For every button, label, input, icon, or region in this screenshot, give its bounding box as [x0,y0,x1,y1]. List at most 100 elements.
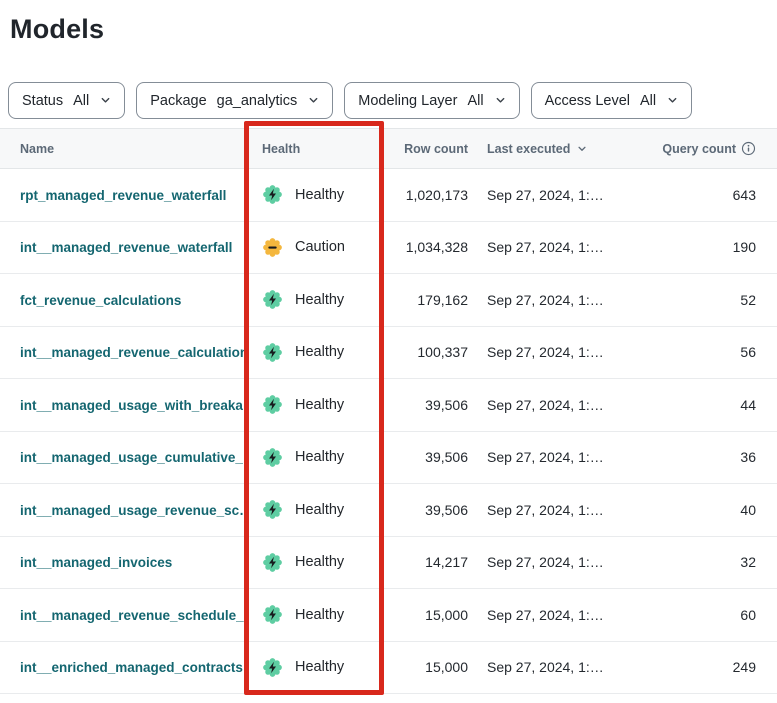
filter-label: Access Level [544,92,630,109]
filter-dropdown[interactable]: Status All [8,82,126,119]
last-executed-cell: Sep 27, 2024, 1:… [487,501,604,518]
model-name-link[interactable]: int__managed_usage_with_breaka… [20,397,246,413]
filter-label: Package [150,92,207,109]
health-status-label: Caution [295,239,345,256]
health-status-label: Healthy [295,554,345,571]
column-header-last-executed[interactable]: Last executed [468,142,645,156]
model-name-link[interactable]: int__managed_usage_revenue_sc… [20,502,246,518]
query-count-cell: 32 [740,554,756,571]
model-name-link[interactable]: int__enriched_managed_contracts [20,660,243,676]
chevron-down-icon [100,95,111,106]
table-row: int__managed_revenue_calculations [0,326,777,379]
filter-dropdown[interactable]: Modeling Layer All [344,82,520,119]
health-healthy-icon [262,604,283,625]
health-healthy-icon [262,184,283,205]
model-name-link[interactable]: fct_revenue_calculations [20,292,182,308]
health-status-label: Healthy [295,659,345,676]
health-cell: Healthy [246,657,384,678]
health-cell: Healthy [246,447,384,468]
query-count-cell: 249 [732,659,756,676]
health-status-label: Healthy [295,449,345,466]
sort-chevron-down-icon[interactable] [577,144,587,154]
chevron-down-icon [495,95,506,106]
table-header-row: Name Health Row count Last executed Quer… [0,129,777,169]
column-header-query-count: Query count [645,141,777,156]
health-cell: Caution [246,237,384,258]
filter-dropdown[interactable]: Package ga_analytics [136,82,334,119]
table-row: int__enriched_managed_contracts [0,641,777,694]
query-count-cell: 40 [740,501,756,518]
chevron-down-icon [308,95,319,106]
health-healthy-icon [262,657,283,678]
health-status-label: Healthy [295,186,345,203]
column-header-health: Health [262,141,301,156]
models-table: Name Health Row count Last executed Quer… [0,128,777,694]
health-cell: Healthy [246,604,384,625]
column-header-last-executed-label: Last executed [487,141,571,156]
query-count-cell: 60 [740,606,756,623]
health-healthy-icon [262,499,283,520]
row-count-cell: 39,506 [425,501,468,518]
health-healthy-icon [262,289,283,310]
health-status-label: Healthy [295,501,345,518]
column-header-name: Name [20,141,55,156]
row-count-cell: 14,217 [425,554,468,571]
health-caution-icon [262,237,283,258]
row-count-cell: 39,506 [425,396,468,413]
filter-dropdown[interactable]: Access Level All [530,82,693,119]
table-row: int__managed_usage_revenue_sc… [0,484,777,537]
last-executed-cell: Sep 27, 2024, 1:… [487,239,604,256]
row-count-cell: 1,034,328 [405,239,468,256]
health-healthy-icon [262,342,283,363]
health-healthy-icon [262,394,283,415]
chevron-down-icon [667,95,678,106]
row-count-cell: 15,000 [425,659,468,676]
last-executed-cell: Sep 27, 2024, 1:… [487,554,604,571]
health-healthy-icon [262,447,283,468]
health-cell: Healthy [246,552,384,573]
last-executed-cell: Sep 27, 2024, 1:… [487,186,604,203]
last-executed-cell: Sep 27, 2024, 1:… [487,659,604,676]
last-executed-cell: Sep 27, 2024, 1:… [487,606,604,623]
last-executed-cell: Sep 27, 2024, 1:… [487,344,604,361]
table-row: int__managed_revenue_waterfall [0,221,777,274]
filter-value: ga_analytics [216,92,298,109]
model-name-link[interactable]: int__managed_revenue_waterfall [20,240,233,256]
table-body: rpt_managed_revenue_waterfall [0,169,777,694]
model-name-link[interactable]: rpt_managed_revenue_waterfall [20,187,227,203]
model-name-link[interactable]: int__managed_invoices [20,555,173,571]
row-count-cell: 15,000 [425,606,468,623]
health-status-label: Healthy [295,606,345,623]
query-count-cell: 36 [740,449,756,466]
filter-value: All [73,92,90,109]
health-cell: Healthy [246,394,384,415]
table-row: fct_revenue_calculations [0,274,777,327]
filter-label: Modeling Layer [358,92,458,109]
health-status-label: Healthy [295,291,345,308]
last-executed-cell: Sep 27, 2024, 1:… [487,396,604,413]
filter-bar: Status All Package ga_analytics Modeling… [8,82,777,119]
filter-value: All [467,92,484,109]
query-count-cell: 56 [740,344,756,361]
last-executed-cell: Sep 27, 2024, 1:… [487,449,604,466]
row-count-cell: 1,020,173 [405,186,468,203]
table-row: int__managed_revenue_schedule_… [0,589,777,642]
table-row: int__managed_usage_with_breaka… [0,379,777,432]
last-executed-cell: Sep 27, 2024, 1:… [487,291,604,308]
column-header-query-count-label: Query count [662,141,736,156]
page-title: Models [10,14,105,44]
row-count-cell: 179,162 [417,291,468,308]
health-cell: Healthy [246,289,384,310]
query-count-cell: 52 [740,291,756,308]
row-count-cell: 39,506 [425,449,468,466]
health-cell: Healthy [246,342,384,363]
model-name-link[interactable]: int__managed_usage_cumulative_… [20,450,246,466]
query-count-cell: 190 [732,239,756,256]
model-name-link[interactable]: int__managed_revenue_schedule_… [20,607,246,623]
health-cell: Healthy [246,184,384,205]
model-name-link[interactable]: int__managed_revenue_calculations [20,345,246,361]
table-row: int__managed_usage_cumulative_… [0,431,777,484]
health-status-label: Healthy [295,344,345,361]
info-icon[interactable] [741,141,756,156]
table-row: int__managed_invoices [0,536,777,589]
